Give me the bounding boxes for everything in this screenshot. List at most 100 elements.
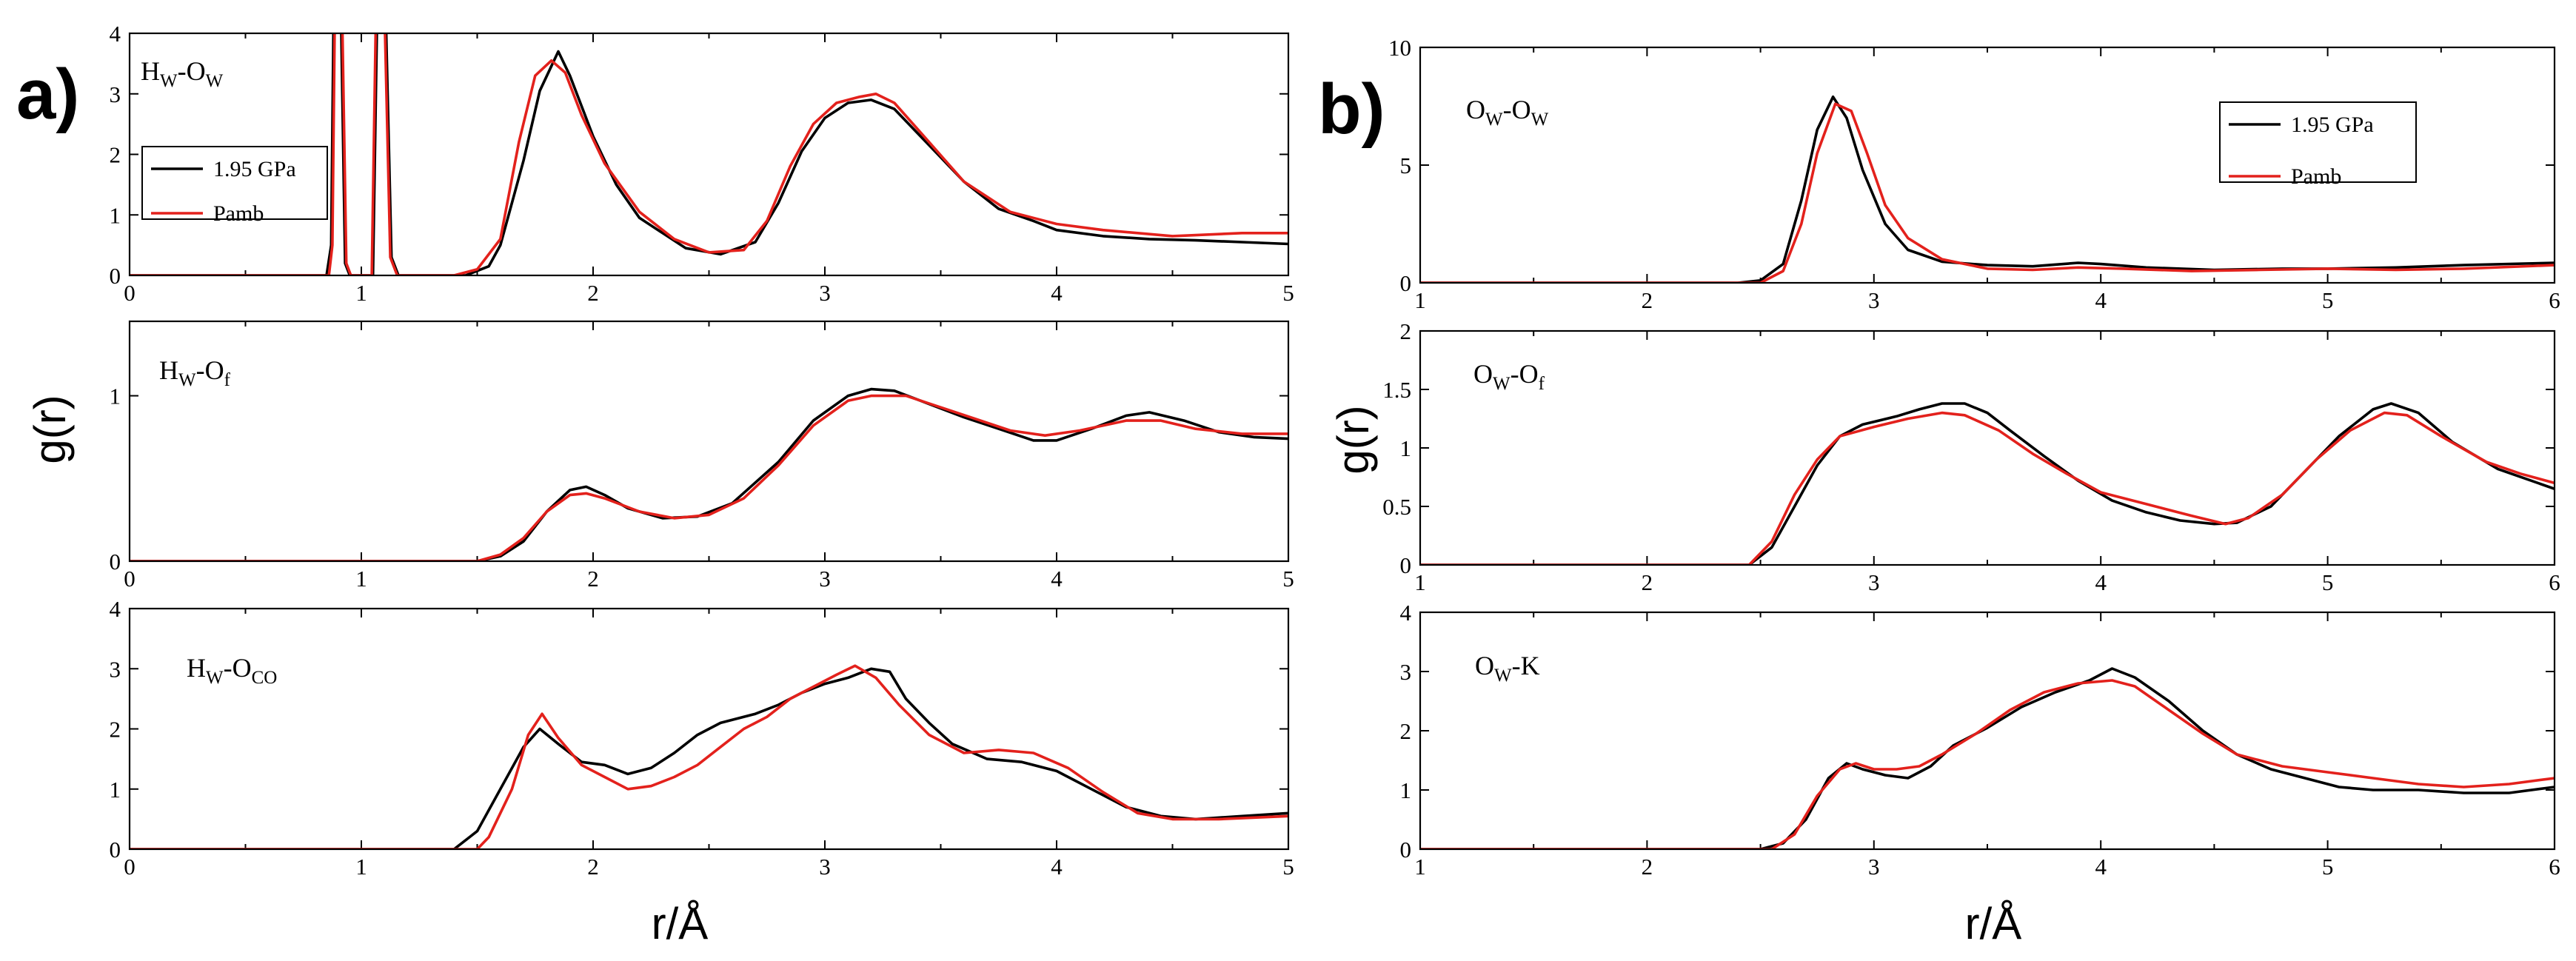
series-line-a1-gpa (130, 33, 1288, 275)
x-tick-label-b1-2: 3 (1868, 287, 1880, 313)
pair-label-main-a2: H (159, 355, 178, 385)
pair-label-main-b3: O (1475, 651, 1494, 680)
panel-a3: 0 1 2 3 4 5 0 1 2 3 4 HW-OCO (110, 596, 1294, 880)
y-tick-label-b3-1: 1 (1400, 777, 1412, 803)
series-line-a1-pamb (130, 33, 1288, 275)
pair-label-mid-b3: -K (1512, 651, 1540, 680)
x-tick-label-b3-3: 4 (2095, 854, 2107, 880)
pair-label-a3: HW-OCO (187, 653, 277, 688)
x-axis-label-right: r/Å (1965, 899, 2022, 948)
series-line-b2-pamb (1420, 411, 2555, 565)
y-tick-label-a1-1: 1 (110, 202, 121, 228)
x-tick-label-a3-1: 1 (355, 854, 367, 880)
y-tick-label-a2-0: 0 (110, 549, 121, 575)
pair-label-sub2-a3: CO (252, 668, 278, 688)
x-tick-label-b3-1: 2 (1642, 854, 1653, 880)
legend-a1: 1.95 GPa Pamb (141, 146, 328, 226)
x-tick-label-a1-3: 3 (819, 280, 831, 306)
series-line-b3-pamb (1420, 679, 2555, 849)
x-tick-label-a2-2: 2 (587, 566, 599, 592)
y-tick-label-b3-2: 2 (1400, 718, 1412, 744)
y-tick-label-b2-4: 2 (1400, 318, 1412, 344)
x-tick-label-a3-4: 4 (1051, 854, 1063, 880)
legend-label-a1-1: Pamb (213, 201, 264, 226)
panel-label-a: a) (16, 55, 79, 134)
pair-label-sub2-b1: W (1531, 110, 1549, 130)
series-line-b3-gpa (1420, 667, 2555, 849)
y-axis-label-left: g(r) (25, 395, 75, 463)
x-tick-label-b3-0: 1 (1414, 854, 1426, 880)
x-tick-label-b1-5: 6 (2549, 287, 2560, 313)
x-tick-label-b1-3: 4 (2095, 287, 2107, 313)
x-tick-label-a3-5: 5 (1282, 854, 1294, 880)
y-tick-label-a2-1: 1 (110, 384, 121, 409)
y-tick-label-b3-3: 3 (1400, 659, 1412, 685)
pair-label-b2: OW-Of (1473, 359, 1545, 394)
legend-label-a1-0: 1.95 GPa (213, 157, 296, 181)
pair-label-main-b1: O (1466, 95, 1485, 124)
x-tick-label-b2-2: 3 (1868, 569, 1880, 595)
y-tick-label-a3-2: 2 (110, 717, 121, 743)
series-line-a2-pamb (130, 394, 1288, 561)
pair-label-sub1-b3: W (1494, 666, 1512, 686)
y-tick-label-a1-0: 0 (110, 263, 121, 289)
plot-frame-b1 (1419, 46, 2556, 284)
y-axis-label-right: g(r) (1328, 405, 1378, 474)
x-tick-label-a2-1: 1 (355, 566, 367, 592)
panel-label-b: b) (1318, 70, 1385, 149)
series-line-b2-gpa (1420, 402, 2555, 565)
x-tick-label-b3-4: 5 (2322, 854, 2334, 880)
pair-label-sub1-a2: W (178, 370, 196, 390)
y-tick-label-b2-0: 0 (1400, 552, 1412, 578)
pair-label-sub1-b1: W (1485, 110, 1503, 130)
pair-label-sub2-b2: f (1539, 374, 1545, 394)
x-tick-label-a1-2: 2 (587, 280, 599, 306)
pair-label-sub1-a1: W (160, 71, 178, 91)
pair-label-mid-a2: -O (196, 355, 224, 385)
y-tick-label-b3-4: 4 (1400, 600, 1412, 626)
pair-label-a1: HW-OW (141, 56, 224, 91)
panel-b2: 1 2 3 4 5 6 0 0.5 1 1.5 2 OW-Of (1382, 318, 2560, 595)
pair-label-sub1-b2: W (1493, 374, 1511, 394)
plot-frame-b2 (1419, 329, 2556, 566)
series-line-a2-gpa (130, 387, 1288, 561)
x-tick-label-a2-4: 4 (1051, 566, 1063, 592)
pair-label-b3: OW-K (1475, 651, 1540, 686)
x-tick-label-b2-0: 1 (1414, 569, 1426, 595)
x-tick-label-b2-1: 2 (1642, 569, 1653, 595)
series-line-b1-pamb (1420, 102, 2555, 283)
legend-label-b1-1: Pamb (2291, 164, 2341, 189)
x-tick-label-a2-5: 5 (1282, 566, 1294, 592)
legend-box-a1 (141, 146, 328, 220)
y-tick-label-a3-0: 0 (110, 837, 121, 863)
pair-label-mid-b1: -O (1503, 95, 1531, 124)
legend-box-b1 (2219, 101, 2417, 183)
plot-frame-a3 (128, 607, 1290, 851)
x-tick-label-a1-5: 5 (1282, 280, 1294, 306)
pair-label-mid-a1: -O (178, 56, 206, 86)
y-tick-label-a3-4: 4 (110, 596, 121, 622)
y-tick-label-a3-3: 3 (110, 656, 121, 682)
x-tick-label-a3-2: 2 (587, 854, 599, 880)
y-tick-label-b3-0: 0 (1400, 837, 1412, 863)
x-tick-label-a2-3: 3 (819, 566, 831, 592)
y-tick-label-b1-2: 10 (1388, 35, 1411, 61)
x-tick-label-b1-0: 1 (1414, 287, 1426, 313)
plot-frame-b3 (1419, 611, 2556, 851)
x-tick-label-b2-3: 4 (2095, 569, 2107, 595)
y-tick-label-a1-3: 3 (110, 81, 121, 107)
pair-label-a2: HW-Of (159, 355, 231, 390)
x-tick-label-b2-5: 6 (2549, 569, 2560, 595)
y-tick-label-b1-0: 0 (1400, 270, 1412, 296)
pair-label-mid-b2: -O (1511, 359, 1539, 389)
y-tick-label-b2-3: 1.5 (1382, 377, 1411, 403)
y-tick-label-b1-1: 5 (1400, 153, 1412, 178)
x-tick-label-a3-0: 0 (124, 854, 136, 880)
pair-label-sub1-a3: W (206, 668, 224, 688)
x-tick-label-a2-0: 0 (124, 566, 136, 592)
panel-a2: 0 1 2 3 4 5 0 1 HW-Of (110, 320, 1294, 592)
